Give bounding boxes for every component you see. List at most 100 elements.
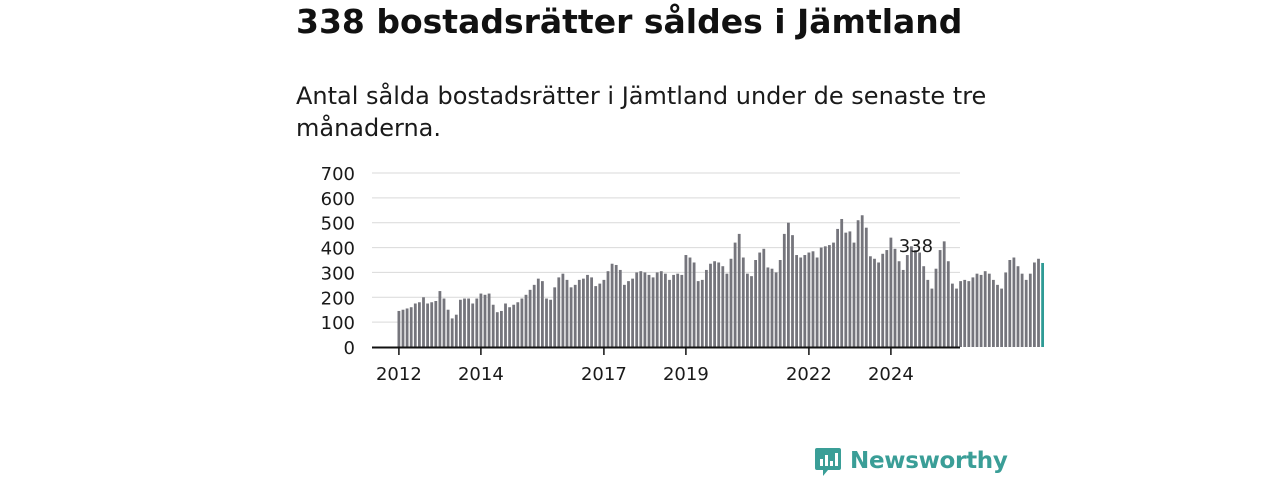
bar	[545, 298, 548, 347]
bar	[397, 310, 401, 347]
x-tick-label: 2017	[581, 364, 627, 385]
bar	[557, 277, 561, 347]
bar	[483, 294, 487, 347]
bar	[610, 263, 614, 347]
bar	[741, 257, 745, 347]
bar	[541, 281, 544, 347]
bar	[524, 294, 528, 347]
bar	[631, 278, 634, 347]
bar	[516, 302, 520, 347]
y-tick-label: 400	[321, 239, 355, 260]
bar	[413, 303, 417, 347]
bar	[992, 279, 995, 347]
bar	[520, 298, 524, 347]
bar	[803, 255, 807, 347]
bar	[996, 284, 999, 347]
bar	[569, 287, 573, 347]
y-tick-label: 0	[344, 338, 355, 359]
bar	[705, 269, 708, 347]
bar	[475, 298, 479, 347]
bar	[971, 277, 975, 347]
bar	[987, 273, 991, 347]
bar	[454, 314, 458, 347]
bar	[766, 267, 770, 347]
bar	[700, 279, 704, 347]
bar	[762, 248, 766, 347]
bar	[467, 298, 470, 347]
bar	[1020, 273, 1024, 347]
bar	[910, 246, 913, 347]
bar	[594, 286, 598, 347]
y-tick-label: 200	[321, 288, 355, 309]
bar	[692, 262, 696, 347]
bar	[582, 278, 585, 347]
bar	[426, 303, 429, 347]
bar	[598, 283, 602, 347]
bar	[832, 242, 835, 347]
bar-highlighted	[1041, 262, 1044, 347]
bar	[459, 299, 462, 347]
bar	[889, 237, 893, 347]
bar	[528, 289, 532, 347]
bar	[1004, 272, 1008, 347]
bar	[668, 279, 671, 347]
bar	[918, 252, 921, 347]
newsworthy-logo-icon	[815, 448, 841, 476]
bar	[951, 283, 954, 347]
bar	[946, 261, 950, 347]
bar	[811, 251, 815, 347]
bar	[885, 250, 889, 347]
bar	[938, 250, 942, 347]
bar	[729, 258, 733, 347]
bar	[709, 263, 712, 347]
bar	[627, 281, 630, 347]
bar	[930, 288, 934, 347]
bar	[1028, 273, 1032, 347]
bar	[869, 256, 872, 347]
bar	[897, 261, 901, 347]
bar	[1037, 258, 1040, 347]
bar	[553, 287, 557, 347]
bar	[586, 274, 589, 347]
bar	[934, 268, 938, 347]
bar	[778, 260, 782, 347]
bar	[1024, 279, 1028, 347]
bar	[1000, 288, 1003, 347]
bar	[430, 302, 434, 347]
bar	[926, 279, 930, 347]
bar	[512, 304, 516, 347]
bar	[754, 260, 757, 347]
x-tick-label: 2022	[786, 364, 832, 385]
bar	[471, 303, 475, 347]
bar	[590, 277, 593, 347]
chart-subtitle: Antal sålda bostadsrätter i Jämtland und…	[296, 82, 987, 142]
bar	[487, 293, 491, 347]
bar	[1008, 260, 1012, 347]
bar	[664, 273, 667, 347]
bar	[881, 253, 885, 347]
bar	[696, 281, 700, 347]
bar	[676, 273, 680, 347]
bar	[782, 233, 786, 347]
bar	[418, 302, 421, 347]
bar	[799, 257, 803, 347]
chart-title: 338 bostadsrätter såldes i Jämtland	[296, 2, 963, 41]
bar	[750, 276, 753, 347]
bar	[967, 281, 971, 347]
bar	[680, 274, 684, 347]
y-tick-label: 300	[321, 263, 355, 284]
bar	[639, 271, 643, 347]
newsworthy-logo: Newsworthy	[814, 446, 1008, 480]
bar	[721, 266, 725, 347]
y-tick-label: 600	[321, 189, 355, 210]
last-value-label: 338	[899, 236, 933, 257]
bar	[774, 272, 778, 347]
bar	[959, 281, 962, 347]
bar	[914, 250, 917, 347]
bar	[491, 304, 495, 347]
bar	[504, 303, 507, 347]
bar	[860, 215, 864, 347]
bar	[815, 257, 819, 347]
bar	[844, 232, 848, 347]
bar	[905, 255, 909, 347]
